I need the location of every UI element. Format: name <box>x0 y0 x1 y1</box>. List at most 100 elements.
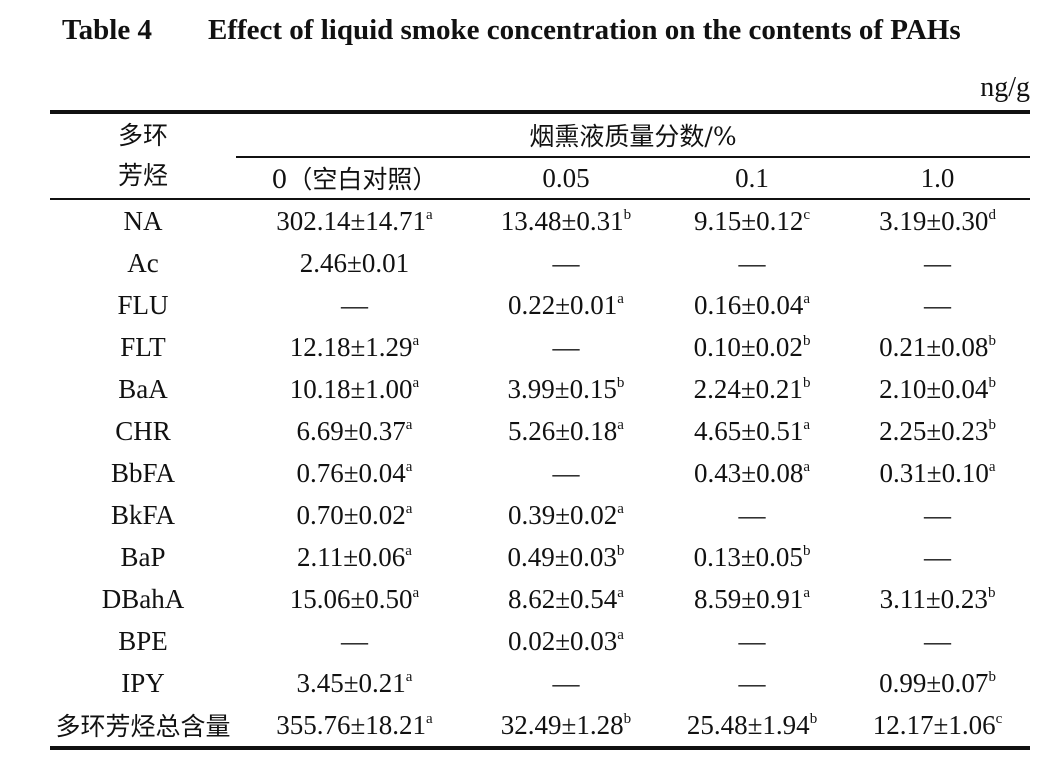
significance-letter: b <box>616 542 625 559</box>
table-row: 多环芳烃总含量 355.76±18.21a 32.49±1.28b 25.48±1.9… <box>50 704 1030 750</box>
cell-value: 3.19±0.30 <box>879 205 989 236</box>
table-cell: 2.25±0.23b <box>845 410 1030 452</box>
table-cell: 5.26±0.18a <box>473 410 659 452</box>
significance-letter: a <box>405 458 413 475</box>
cell-value: 9.15±0.12 <box>694 205 804 236</box>
cell-value: 10.18±1.00 <box>289 373 413 404</box>
table-row: FLU —0.22±0.01a 0.16±0.04a — <box>50 284 1030 326</box>
table-title: Table 4 Effect of liquid smoke concentrat… <box>62 14 1042 47</box>
row-label: 多环芳烃总含量 <box>50 704 236 750</box>
table-cell: 8.62±0.54a <box>473 578 659 620</box>
cell-value: 25.48±1.94 <box>686 709 810 740</box>
cell-value: — <box>552 331 580 362</box>
table-cell: — <box>473 662 659 704</box>
table-cell: 4.65±0.51a <box>659 410 845 452</box>
table-cell: 0.70±0.02a <box>236 494 473 536</box>
table-cell: — <box>659 242 845 284</box>
row-label: BPE <box>118 625 168 656</box>
data-table: 多环 芳烃 烟熏液质量分数/% 0（空白对照） 0.05 0.1 1.0 NA 3… <box>50 110 1030 750</box>
row-header-cell: 多环 芳烃 <box>50 112 236 200</box>
cell-value: 0.13±0.05 <box>693 541 803 572</box>
row-header-line2: 芳烃 <box>117 161 168 190</box>
significance-letter: a <box>412 584 420 601</box>
cell-value: 0.02±0.03 <box>507 625 618 656</box>
row-label: BkFA <box>110 499 176 530</box>
table-cell: 32.49±1.28b <box>472 704 659 750</box>
table-label: Table 4 <box>62 14 152 46</box>
table-cell: 0.76±0.04a <box>236 452 473 494</box>
table-cell: 355.76±18.21a <box>236 704 473 750</box>
table-cell: 0.31±0.10a <box>845 452 1030 494</box>
significance-letter: b <box>623 206 632 223</box>
table-cell: — <box>473 452 659 494</box>
cell-value: 12.18±1.29 <box>289 331 413 362</box>
table-cell: 9.15±0.12c <box>659 199 845 242</box>
table-cell: 6.69±0.37a <box>236 410 473 452</box>
table-row: CHR 6.69±0.37a 5.26±0.18a 4.65±0.51a 2.25±0.… <box>50 410 1030 452</box>
cell-value: — <box>738 499 766 530</box>
cell-value: 0.43±0.08 <box>694 457 804 488</box>
table-cell: — <box>659 620 845 662</box>
cell-value: — <box>924 289 952 320</box>
table-cell: 3.19±0.30d <box>845 199 1030 242</box>
cell-value: 6.69±0.37 <box>296 415 406 446</box>
cell-value: 2.46±0.01 <box>299 247 410 278</box>
table-cell: — <box>659 494 845 536</box>
table-cell: 0.39±0.02a <box>473 494 659 536</box>
cell-value: — <box>552 247 580 278</box>
cell-value: — <box>738 247 766 278</box>
cell-value: 32.49±1.28 <box>500 709 624 740</box>
table-row: BbFA 0.76±0.04a —0.43±0.08a 0.31±0.10a <box>50 452 1030 494</box>
table-row: BaA 10.18±1.00a 3.99±0.15b 2.24±0.21b 2.10±0… <box>50 368 1030 410</box>
significance-letter: b <box>988 332 996 349</box>
significance-letter: a <box>412 374 420 391</box>
cell-value: — <box>924 541 952 572</box>
significance-letter: c <box>995 710 1003 727</box>
cell-value: — <box>924 499 952 530</box>
table-cell: 0.16±0.04a <box>659 284 845 326</box>
table-cell: — <box>845 284 1030 326</box>
table-cell: 3.11±0.23b <box>845 578 1030 620</box>
cell-value: 0.76±0.04 <box>296 457 406 488</box>
group-header: 烟熏液质量分数/% <box>236 112 1030 158</box>
table-cell: 3.45±0.21a <box>236 662 473 704</box>
cell-value: 3.45±0.21 <box>296 667 406 698</box>
significance-letter: a <box>617 290 624 307</box>
table-cell: 12.18±1.29a <box>236 326 473 368</box>
table-cell: 2.24±0.21b <box>659 368 845 410</box>
significance-letter: a <box>426 206 433 223</box>
cell-value: — <box>738 667 766 698</box>
cropped-text-above <box>60 0 1020 4</box>
cell-value: 12.17±1.06 <box>872 709 996 740</box>
cell-value: — <box>340 289 368 320</box>
table-cell: 8.59±0.91a <box>659 578 845 620</box>
significance-letter: a <box>803 584 811 601</box>
cell-value: 3.11±0.23 <box>879 583 988 614</box>
table-cell: 0.13±0.05b <box>659 536 845 578</box>
table-cell: 10.18±1.00a <box>236 368 473 410</box>
table-cell: 0.10±0.02b <box>659 326 845 368</box>
table-cell: 2.46±0.01 <box>236 242 473 284</box>
significance-letter: a <box>405 668 413 685</box>
significance-letter: b <box>802 332 811 349</box>
table-cell: 302.14±14.71a <box>236 199 473 242</box>
table-caption: Effect of liquid smoke concentration on … <box>208 14 961 46</box>
cell-value: — <box>340 625 368 656</box>
cell-value: 13.48±0.31 <box>500 205 624 236</box>
significance-letter: a <box>617 626 624 643</box>
significance-letter: a <box>617 500 624 517</box>
row-label: BaA <box>118 373 168 404</box>
significance-letter: a <box>617 416 624 433</box>
table-cell: 0.43±0.08a <box>659 452 845 494</box>
table-cell: — <box>845 242 1030 284</box>
significance-letter: a <box>412 332 420 349</box>
row-label: FLT <box>120 331 166 362</box>
cell-value: 2.25±0.23 <box>879 415 989 446</box>
significance-letter: b <box>623 710 632 727</box>
column-header: 0.1 <box>735 162 769 193</box>
column-header: 0.05 <box>542 162 590 193</box>
table-row: Ac 2.46±0.01 — — — <box>50 242 1030 284</box>
table-cell: — <box>473 326 659 368</box>
table-cell: 2.11±0.06a <box>236 536 473 578</box>
cell-value: 0.16±0.04 <box>694 289 804 320</box>
